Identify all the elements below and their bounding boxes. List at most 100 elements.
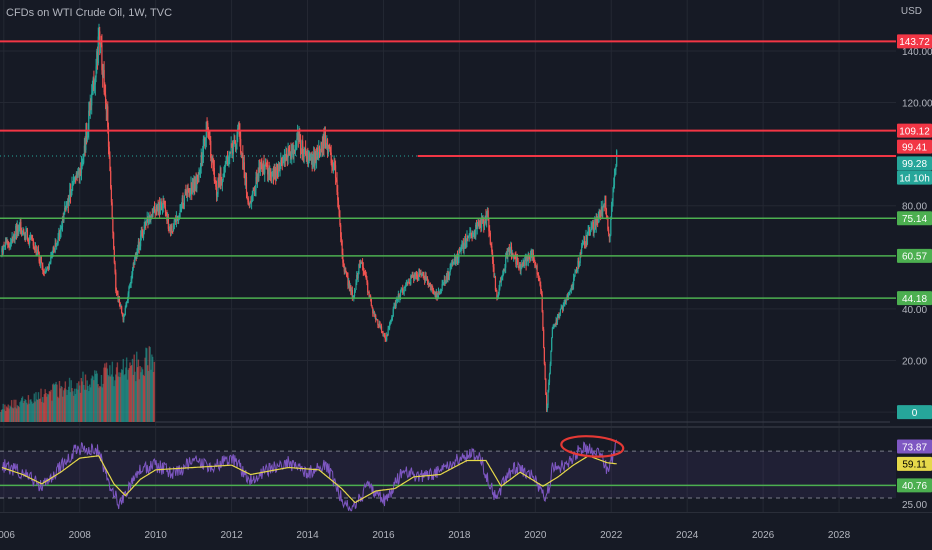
candle-body [52,248,54,253]
candle-body [16,225,18,236]
candle-body [109,156,111,172]
candle-body [126,300,129,302]
volume-bar [67,389,69,422]
candle-body [403,287,405,292]
candle-body [92,78,94,85]
candle-body [410,276,412,285]
candle-body [94,84,96,90]
volume-bar [66,395,68,422]
volume-bar [40,388,42,422]
candle-body [61,216,64,227]
candle-body [353,291,356,296]
price-tag-label: 44.18 [902,294,927,305]
volume-bar [127,369,130,422]
candle-body [259,162,261,172]
volume-bar [107,374,109,422]
volume-bar [80,377,83,422]
candle-body [391,317,393,320]
volume-bar [109,365,111,422]
candle-body [394,303,396,306]
candle-body [576,271,578,273]
candle-body [448,272,451,277]
candle-body [56,243,58,247]
candle-body [219,172,221,183]
time-tick-label: 2028 [828,530,851,541]
candle-body [107,127,110,147]
candle-body [497,293,499,297]
candle-body [184,191,186,196]
volume-bar [49,391,51,422]
candle-body [454,258,456,262]
volume-bar [15,399,17,422]
volume-bar [12,408,14,422]
volume-bar [82,371,84,422]
candle-body [426,278,429,282]
candle-body [142,231,145,238]
time-tick-label: 2026 [752,530,775,541]
candle-body [606,215,608,218]
candle-body [286,157,288,159]
candle-body [568,292,570,294]
candle-body [86,135,88,141]
candle-body [419,271,421,275]
candle-body [239,131,241,140]
candle-body [72,181,74,185]
candle-body [358,264,360,275]
candle-body [386,334,388,341]
candle-body [378,325,380,327]
candle-body [168,228,170,230]
candle-body [370,298,372,306]
candle-body [130,279,132,284]
candle-body [299,134,301,136]
candle-body [323,135,325,146]
candle-body [572,285,574,288]
candle-body [356,274,359,279]
volume-bar [33,393,35,422]
candle-body [150,216,152,218]
candle-body [594,219,597,227]
candle-body [41,262,43,266]
candle-body [567,293,570,298]
candle-body [554,324,556,326]
candle-body [172,231,174,233]
volume-bar [41,397,44,422]
candle-body [457,257,459,261]
candle-body [312,161,314,169]
candle-body [410,276,413,278]
candle-body [63,213,65,221]
candle-body [47,266,49,268]
candle-body [242,162,245,170]
candle-body [324,131,326,145]
candle-body [93,78,95,90]
volume-bar [20,397,23,422]
candle-body [232,145,234,154]
candle-body [142,234,144,238]
candle-body [412,273,414,276]
candle-body [129,285,131,288]
candle-body [34,246,36,249]
candle-body [343,265,345,272]
candle-body [113,232,115,250]
candle-body [516,258,518,261]
candle-body [136,251,138,257]
candle-body [525,258,527,266]
volume-bar [146,365,149,422]
candle-body [249,202,251,205]
candle-body [462,242,464,246]
volume-bar [17,406,20,422]
candle-body [399,290,402,297]
candle-body [194,181,196,191]
candle-body [540,290,543,295]
volume-bar [61,386,63,422]
candle-body [420,271,422,276]
candle-body [118,299,120,301]
time-tick-label: 2008 [69,530,92,541]
candle-body [534,261,536,266]
candle-body [451,264,453,266]
candle-body [349,285,351,288]
candle-body [542,311,544,330]
candle-body [229,151,232,154]
volume-bar [9,405,11,422]
